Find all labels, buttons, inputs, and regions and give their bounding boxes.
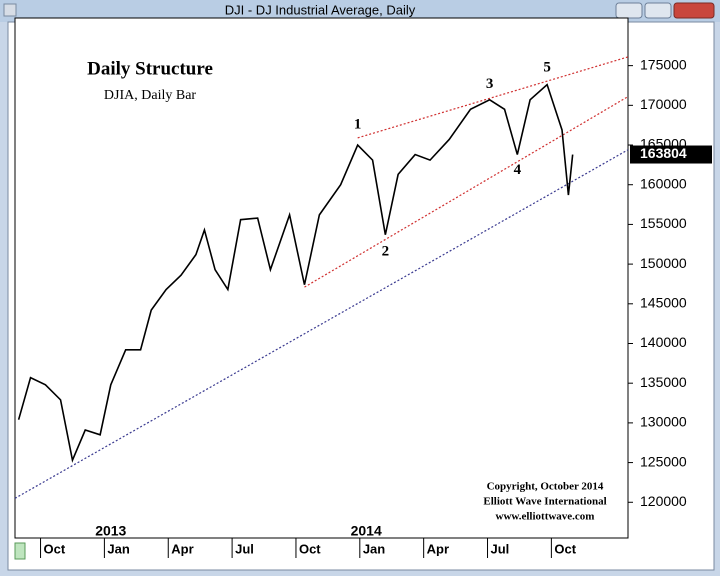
price-line <box>17 83 574 463</box>
last-price-box <box>630 145 712 164</box>
x-tick-label: Apr <box>427 541 449 556</box>
wave-label: 3 <box>486 76 494 92</box>
x-tick-label: Jul <box>235 541 254 556</box>
y-tick-label: 130000 <box>640 414 687 430</box>
plot-area <box>14 17 629 539</box>
y-tick-label: 160000 <box>640 175 687 191</box>
x-tick-label: Apr <box>171 541 193 556</box>
y-tick-label: 175000 <box>640 56 687 72</box>
chart-subtitle: DJIA, Daily Bar <box>104 88 196 103</box>
title-bar <box>0 0 720 22</box>
year-label: 2014 <box>351 523 382 539</box>
minimize-button[interactable] <box>615 2 643 19</box>
y-tick-label: 120000 <box>640 493 687 509</box>
wave-label: 5 <box>543 59 551 75</box>
x-tick-label: Oct <box>554 541 576 556</box>
wave-label: 2 <box>382 244 390 260</box>
trend-line <box>357 56 629 139</box>
x-tick-label: Jul <box>491 541 510 556</box>
y-tick-label: 170000 <box>640 96 687 112</box>
chart-title: Daily Structure <box>87 58 213 79</box>
wave-label: 1 <box>354 117 362 133</box>
window-title: DJI - DJ Industrial Average, Daily <box>225 2 416 17</box>
x-tick-label: Jan <box>363 541 385 556</box>
last-price-label: 163804 <box>640 145 687 161</box>
y-tick-label: 145000 <box>640 295 687 311</box>
y-tick-label: 155000 <box>640 215 687 231</box>
copyright: Copyright, October 2014 <box>487 481 604 493</box>
wave-label: 4 <box>514 162 522 178</box>
copyright: www.elliottwave.com <box>496 511 595 523</box>
x-tick-label: Oct <box>299 541 321 556</box>
y-tick-label: 140000 <box>640 334 687 350</box>
year-label: 2013 <box>95 523 126 539</box>
y-tick-label: 135000 <box>640 374 687 390</box>
trend-line <box>14 149 629 499</box>
x-tick-label: Jan <box>107 541 129 556</box>
trend-line <box>304 96 629 288</box>
window-icon <box>3 3 17 17</box>
scroll-handle[interactable] <box>14 542 26 560</box>
x-tick-label: Oct <box>44 541 66 556</box>
y-tick-label: 125000 <box>640 453 687 469</box>
close-button[interactable] <box>673 2 715 19</box>
maximize-button[interactable] <box>644 2 672 19</box>
copyright: Elliott Wave International <box>483 496 606 508</box>
y-tick-label: 150000 <box>640 255 687 271</box>
